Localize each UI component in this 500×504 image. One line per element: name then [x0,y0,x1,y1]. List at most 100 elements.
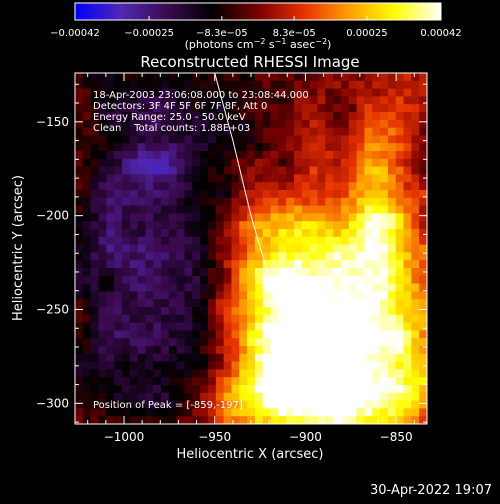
heatmap-cell [254,260,264,269]
heatmap-cell [184,80,193,90]
heatmap-cell [75,73,84,82]
heatmap-cell [380,112,389,121]
heatmap-cell [161,252,170,261]
heatmap-cell [82,252,92,261]
heatmap-cell [247,143,256,152]
heatmap-cell [98,314,107,324]
heatmap-cell [254,135,264,144]
heatmap-cell [90,158,100,168]
heatmap-cell [192,338,201,347]
heatmap-cell [403,353,412,363]
heatmap-cell [121,369,131,378]
heatmap-cell [98,283,107,292]
heatmap-cell [82,197,92,207]
heatmap-cell [145,330,154,339]
heatmap-cell [411,135,420,144]
heatmap-cell [387,369,397,378]
heatmap-cell [395,229,405,238]
heatmap-cell [90,330,100,339]
heatmap-cell [356,275,366,285]
heatmap-cell [387,119,397,129]
heatmap-cell [262,244,272,253]
heatmap-cell [301,112,311,121]
heatmap-cell [395,104,405,113]
heatmap-cell [161,73,170,82]
heatmap-cell [215,385,225,394]
heatmap-cell [325,275,334,285]
heatmap-cell [348,260,358,269]
heatmap-cell [161,369,170,378]
heatmap-cell [192,213,201,222]
heatmap-cell [75,127,84,136]
heatmap-cell [364,244,373,253]
heatmap-cell [153,158,162,168]
heatmap-cell [176,73,186,82]
heatmap-cell [419,416,427,424]
heatmap-cell [247,197,256,207]
heatmap-cell [215,182,225,191]
heatmap-cell [309,229,319,238]
heatmap-cell [294,252,303,261]
heatmap-cell [129,119,139,129]
heatmap-cell [372,236,381,246]
heatmap-cell [161,400,170,409]
heatmap-cell [90,182,100,191]
heatmap-cell [184,229,193,238]
heatmap-cell [231,377,240,386]
heatmap-cell [325,346,334,355]
heatmap-cell [286,236,295,246]
heatmap-cell [90,96,100,105]
heatmap-cell [387,322,397,331]
heatmap-cell [137,338,146,347]
heatmap-cell [153,275,162,285]
heatmap-cell [231,205,240,214]
heatmap-cell [317,73,326,82]
heatmap-cell [270,252,279,261]
heatmap-cell [223,322,233,331]
heatmap-cell [114,80,123,90]
heatmap-cell [161,260,170,269]
heatmap-cell [387,236,397,246]
heatmap-cell [348,205,358,214]
heatmap-cell [114,221,123,230]
heatmap-cell [356,213,366,222]
heatmap-cell [223,221,233,230]
heatmap-cell [380,416,389,424]
heatmap-cell [192,119,201,129]
heatmap-cell [90,229,100,238]
heatmap-cell [161,190,170,199]
heatmap-cell [231,190,240,199]
heatmap-cell [82,166,92,175]
heatmap-cell [90,377,100,386]
heatmap-cell [262,166,272,175]
heatmap-cell [106,73,115,82]
heatmap-cell [380,330,389,339]
heatmap-cell [239,73,248,82]
heatmap-cell [215,346,225,355]
heatmap-cell [153,213,162,222]
heatmap-cell [372,174,381,183]
heatmap-cell [348,268,358,277]
heatmap-cell [90,392,100,402]
heatmap-cell [137,174,146,183]
heatmap-cell [301,205,311,214]
heatmap-cell [75,385,84,394]
heatmap-cell [294,291,303,300]
heatmap-cell [286,119,295,129]
heatmap-cell [114,283,123,292]
heatmap-cell [200,151,209,160]
heatmap-cell [364,119,373,129]
heatmap-cell [356,158,366,168]
heatmap-cell [153,229,162,238]
heatmap-cell [114,104,123,113]
heatmap-cell [294,408,303,417]
heatmap-cell [145,190,154,199]
heatmap-cell [380,314,389,324]
heatmap-cell [247,80,256,90]
heatmap-cell [333,190,342,199]
heatmap-cell [247,385,256,394]
heatmap-cell [176,197,186,207]
heatmap-cell [121,174,131,183]
heatmap-cell [395,283,405,292]
heatmap-cell [121,166,131,175]
